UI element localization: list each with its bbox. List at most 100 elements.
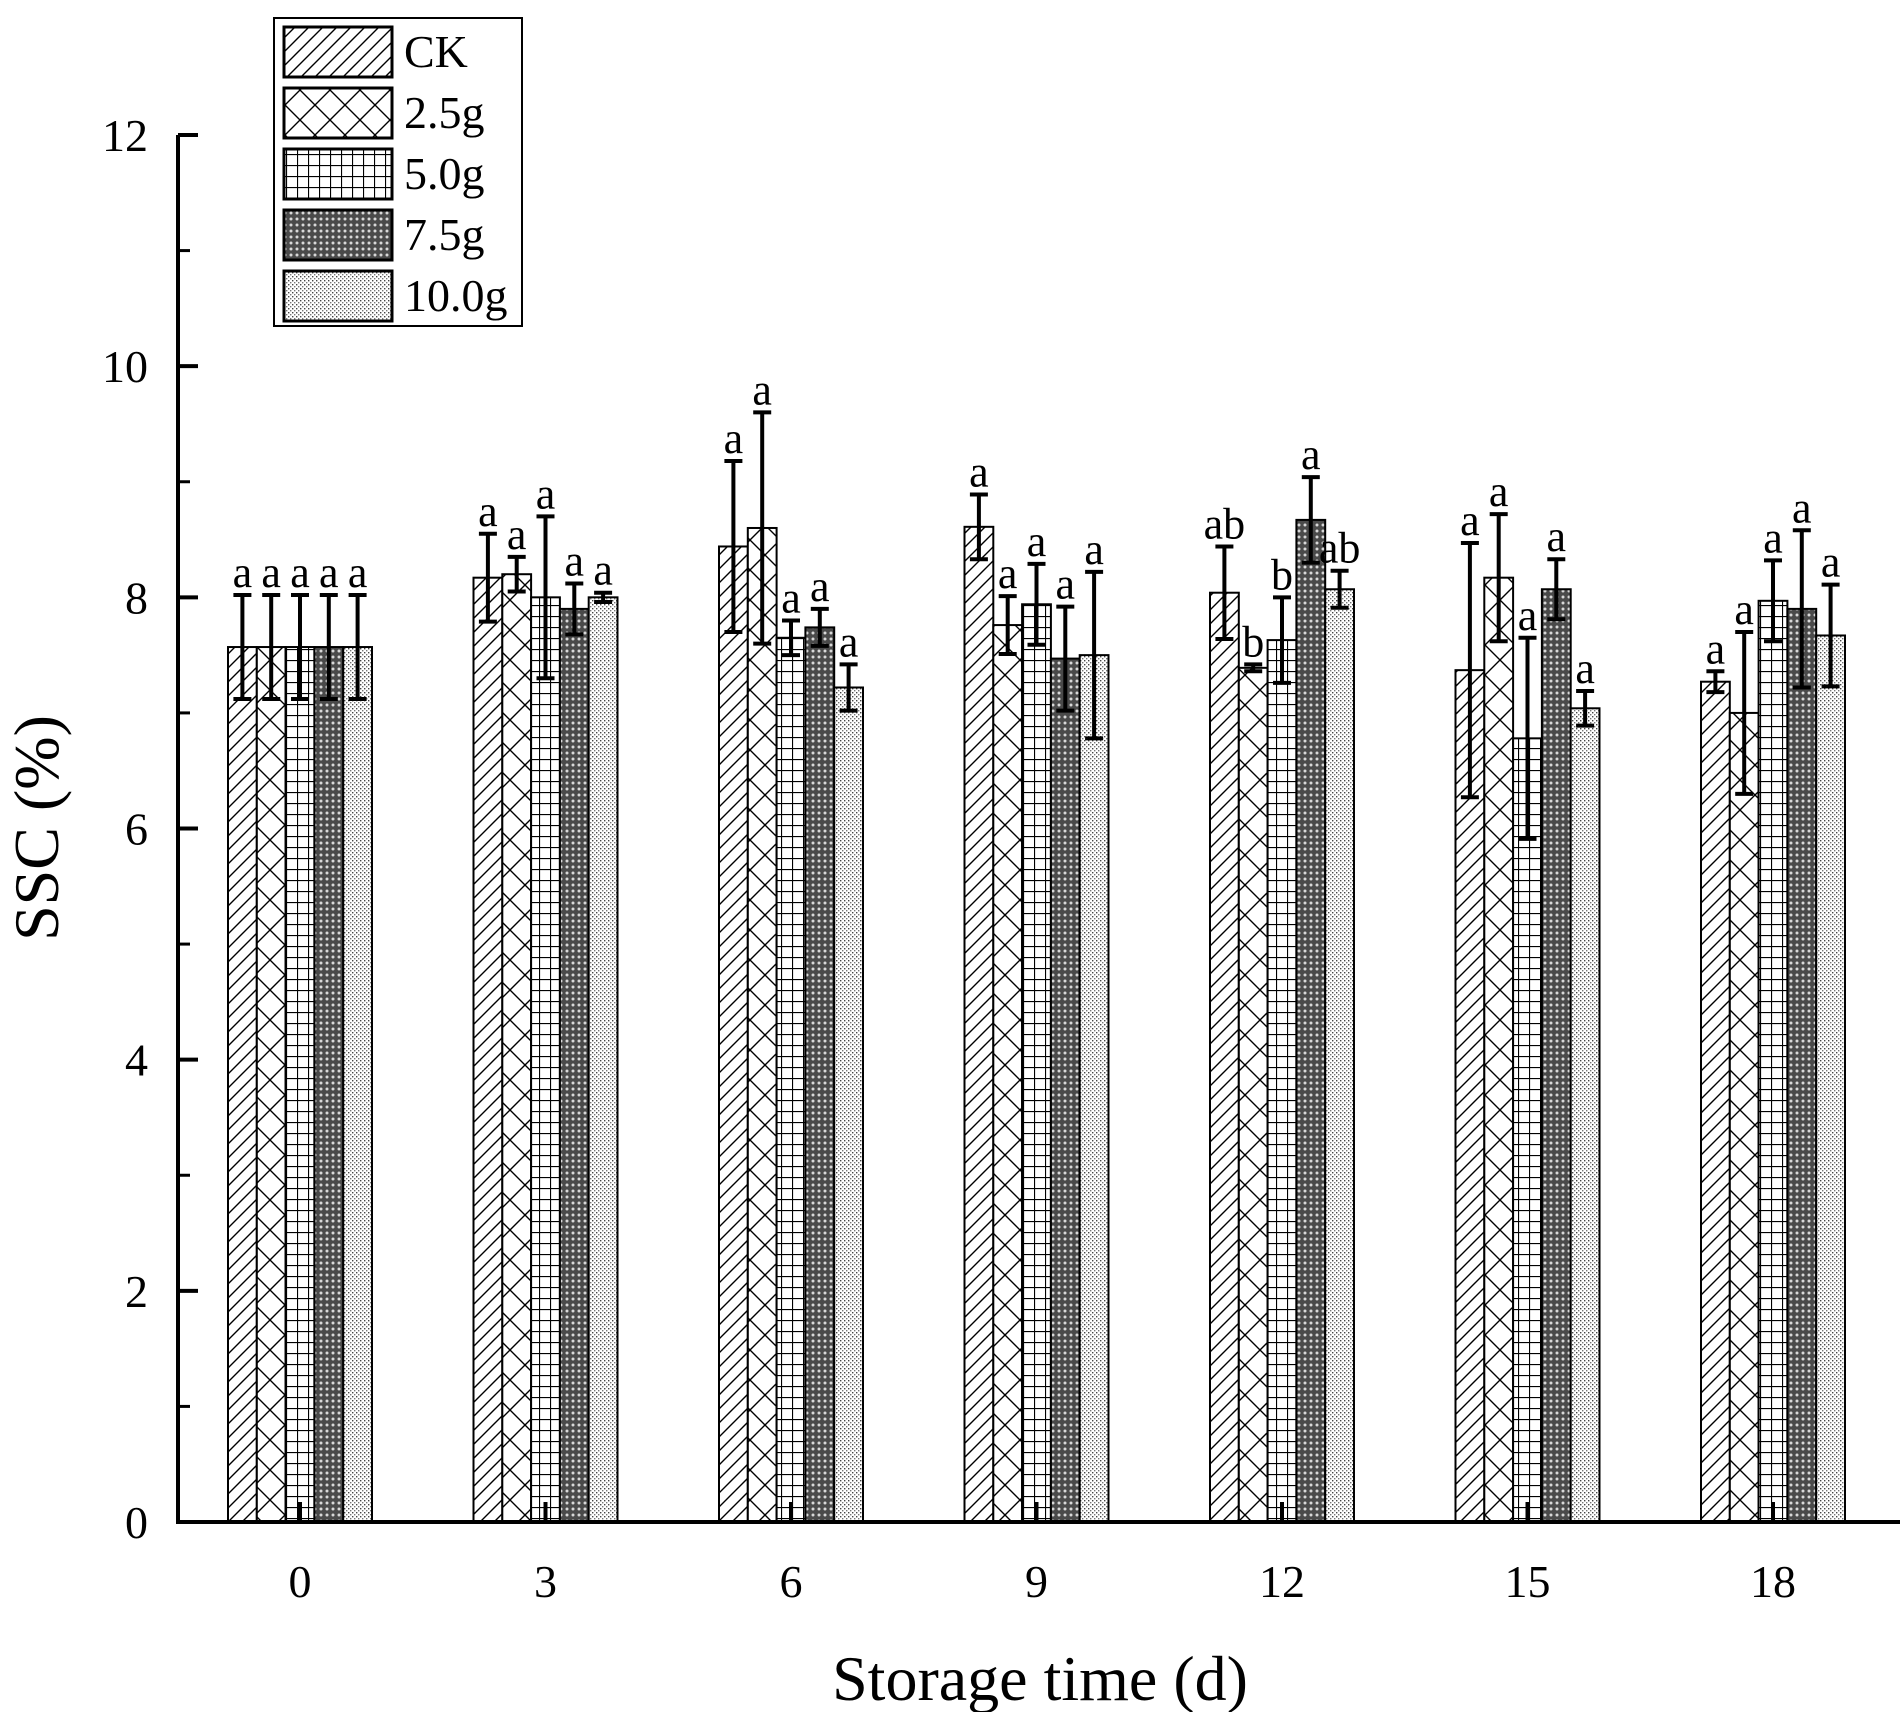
significance-label: a (752, 365, 772, 414)
x-tick-label: 12 (1259, 1556, 1305, 1607)
bar (1266, 639, 1298, 1523)
significance-label: a (969, 447, 989, 496)
bar (1483, 576, 1515, 1523)
bar (804, 626, 836, 1523)
x-tick-label: 3 (534, 1556, 557, 1607)
legend: CK 2.5g 5.0g 7.5g 10.0g (273, 17, 523, 327)
legend-item: CK (282, 25, 468, 79)
significance-label: a (348, 548, 368, 597)
legend-swatch (282, 269, 394, 323)
bar (472, 576, 504, 1523)
y-tick-label: 8 (125, 572, 148, 623)
significance-label: a (1084, 525, 1104, 574)
bar (1569, 707, 1601, 1523)
legend-item: 7.5g (282, 208, 485, 262)
bar (530, 596, 561, 1523)
bar (284, 646, 316, 1523)
bar (1540, 588, 1572, 1523)
significance-label: a (1460, 496, 1480, 545)
bar (1078, 654, 1110, 1523)
significance-label: a (507, 510, 527, 559)
significance-label: a (781, 573, 801, 622)
legend-label: 2.5g (404, 87, 485, 138)
bar (1728, 711, 1760, 1523)
significance-label: a (1301, 430, 1321, 479)
significance-label: a (1575, 644, 1595, 693)
x-axis-title: Storage time (d) (832, 1643, 1248, 1712)
bar (992, 624, 1024, 1523)
bar (963, 525, 995, 1523)
y-tick-label: 10 (102, 341, 148, 392)
significance-label: a (724, 414, 744, 463)
significance-label: a (1734, 585, 1754, 634)
significance-label: b (1242, 617, 1264, 666)
significance-label: a (261, 548, 281, 597)
x-tick-label: 15 (1505, 1556, 1551, 1607)
significance-label: a (1547, 512, 1567, 561)
bar (1049, 657, 1081, 1523)
bar (718, 545, 749, 1523)
significance-label: a (998, 549, 1018, 598)
bar (501, 573, 533, 1523)
significance-label: a (1518, 591, 1538, 640)
bar (1324, 588, 1355, 1523)
significance-label: a (1489, 467, 1509, 516)
legend-label: 5.0g (404, 148, 485, 199)
bar (342, 646, 374, 1523)
x-tick-label: 9 (1025, 1556, 1048, 1607)
significance-label: a (536, 469, 556, 518)
significance-label: a (233, 548, 253, 597)
significance-label: a (319, 548, 339, 597)
legend-label: 10.0g (404, 270, 508, 321)
significance-label: a (1706, 624, 1726, 673)
x-tick-label: 18 (1750, 1556, 1796, 1607)
bar (1295, 518, 1327, 1523)
legend-item: 5.0g (282, 147, 485, 201)
y-ticks: 0 2 4 6 8 10 12 (102, 110, 198, 1548)
legend-swatch (282, 208, 394, 262)
x-ticks: 0 3 6 9 12 15 18 (289, 1502, 1796, 1607)
axes: 0 2 4 6 8 10 12 0 3 6 9 12 15 18 (102, 110, 1900, 1607)
y-tick-label: 12 (102, 110, 148, 161)
significance-label: a (565, 536, 585, 585)
y-axis-title: SSC (%) (1, 715, 72, 941)
bar (587, 596, 619, 1523)
significance-label: a (593, 546, 613, 595)
bar (1757, 599, 1789, 1523)
significance-label: b (1271, 550, 1293, 599)
y-tick-label: 0 (125, 1497, 148, 1548)
significance-label: a (1056, 560, 1076, 609)
significance-label: a (1027, 517, 1047, 566)
significance-label: a (1763, 513, 1783, 562)
legend-item: 2.5g (282, 86, 485, 140)
bar (255, 646, 287, 1523)
y-tick-label: 6 (125, 804, 148, 855)
x-tick-label: 6 (780, 1556, 803, 1607)
y-tick-label: 4 (125, 1035, 148, 1086)
legend-label: 7.5g (404, 209, 485, 260)
significance-label: ab (1204, 499, 1246, 548)
legend-swatch (282, 25, 394, 79)
bar (1237, 666, 1269, 1523)
bar (1021, 603, 1052, 1523)
bar (1700, 680, 1731, 1523)
y-tick-label: 2 (125, 1266, 148, 1317)
bar (746, 526, 778, 1523)
significance-label: a (839, 617, 859, 666)
bar (558, 607, 590, 1523)
bar (1512, 737, 1543, 1523)
legend-item: 10.0g (282, 269, 508, 323)
significance-label: a (810, 562, 830, 611)
significance-label: a (290, 548, 310, 597)
significance-label: a (1792, 483, 1812, 532)
bar (1815, 634, 1846, 1523)
legend-label: CK (404, 26, 468, 77)
bar (775, 636, 807, 1523)
bar (1786, 607, 1818, 1523)
x-tick-label: 0 (289, 1556, 312, 1607)
